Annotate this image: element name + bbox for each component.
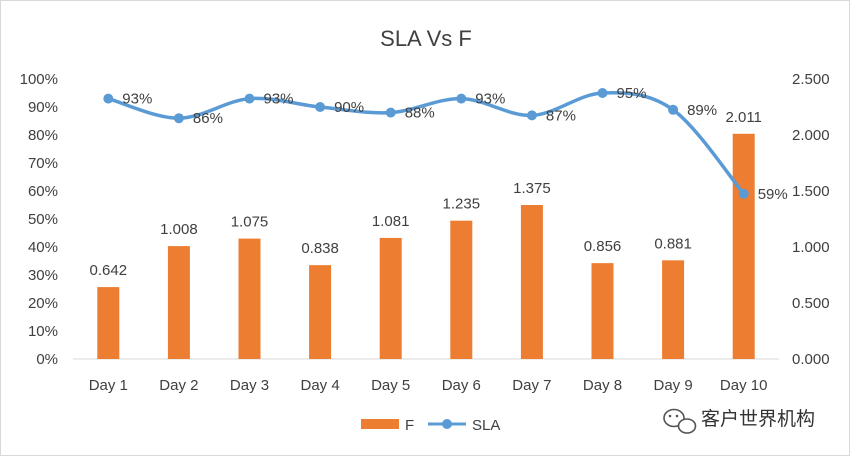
legend-label-sla: SLA: [472, 417, 500, 434]
y-left-tick-label: 60%: [28, 183, 58, 200]
bar-series-f: [97, 133, 755, 359]
bar-data-label: 0.881: [654, 235, 692, 252]
y-right-tick-label: 0.500: [792, 295, 830, 312]
sla-point: [173, 113, 184, 124]
y-left-tick-label: 20%: [28, 295, 58, 312]
sla-line-path: [107, 91, 746, 195]
line-data-labels: 93% 86% 93% 90% 88% 93% 87% 95% 89% 59%: [122, 85, 787, 203]
y-right-tick-label: 2.000: [792, 127, 830, 144]
bar-f: [591, 263, 614, 359]
sla-data-label: 88%: [405, 105, 435, 122]
sla-point: [315, 102, 326, 112]
bar-data-label: 0.642: [90, 262, 128, 279]
legend-label-f: F: [405, 417, 414, 434]
y-left-tick-label: 30%: [28, 267, 58, 284]
sla-point: [597, 88, 608, 98]
x-axis: Day 1 Day 2 Day 3 Day 4 Day 5 Day 6 Day 7 Day 8…: [89, 377, 768, 394]
legend-swatch-f: [361, 419, 399, 429]
legend: F SLA: [361, 417, 500, 434]
sla-point: [456, 93, 467, 104]
x-tick-label: Day 3: [230, 377, 269, 394]
wechat-icon: [663, 408, 697, 434]
x-tick-label: Day 4: [301, 377, 340, 394]
y-left-tick-label: 80%: [28, 127, 58, 144]
bar-f: [732, 133, 755, 359]
bar-data-label: 1.375: [513, 180, 551, 197]
x-tick-label: Day 2: [159, 377, 198, 394]
sla-data-label: 90%: [334, 99, 364, 116]
bar-data-label: 0.838: [301, 240, 339, 257]
bar-f: [450, 220, 473, 359]
sla-data-label: 87%: [546, 107, 576, 124]
sla-data-label: 93%: [475, 91, 505, 108]
watermark-text: 客户世界机构: [701, 408, 815, 430]
bar-data-label: 2.011: [725, 109, 761, 126]
y-right-tick-label: 2.500: [792, 71, 830, 88]
sla-data-label: 95%: [617, 85, 647, 102]
x-tick-label: Day 9: [654, 377, 693, 394]
bar-f: [309, 265, 332, 359]
y-left-tick-label: 40%: [28, 239, 58, 256]
y-left-tick-label: 10%: [28, 323, 58, 340]
legend-marker-sla: [442, 419, 452, 429]
x-tick-label: Day 8: [583, 377, 622, 394]
sla-data-label: 93%: [264, 91, 294, 108]
sla-point: [668, 104, 679, 115]
y-right-tick-label: 1.000: [792, 239, 830, 256]
sla-point: [738, 188, 749, 199]
y-right-tick-label: 0.000: [792, 351, 830, 368]
sla-point: [385, 107, 396, 118]
sla-data-label: 89%: [687, 102, 717, 119]
sla-point: [103, 93, 114, 104]
y-left-tick-label: 90%: [28, 99, 58, 116]
bar-data-label: 1.008: [160, 221, 198, 238]
bar-f: [662, 260, 685, 359]
y-left-tick-label: 70%: [28, 155, 58, 172]
bar-data-labels: 0.642 1.008 1.075 0.838 1.081 1.235 1.375 0.856…: [90, 109, 762, 279]
y-right-tick-label: 1.500: [792, 183, 830, 200]
sla-point: [526, 110, 537, 121]
bar-data-label: 0.856: [584, 238, 622, 255]
line-series-sla: [103, 88, 749, 199]
x-tick-label: Day 7: [512, 377, 551, 394]
sla-data-label: 86%: [193, 110, 223, 127]
watermark: 客户世界机构: [663, 408, 815, 434]
x-tick-label: Day 6: [442, 377, 481, 394]
bar-f: [520, 205, 543, 359]
bar-f: [167, 246, 190, 359]
y-left-tick-label: 0%: [36, 351, 58, 368]
sla-data-label: 59%: [758, 186, 788, 203]
sla-point: [244, 93, 255, 104]
x-tick-label: Day 10: [720, 377, 768, 394]
bar-data-label: 1.081: [372, 213, 410, 230]
bar-data-label: 1.075: [231, 214, 269, 231]
left-axis: 0% 10% 20% 30% 40% 50% 60% 70% 80% 90% 100%: [20, 71, 58, 368]
right-axis: 0.000 0.500 1.000 1.500 2.000 2.500: [792, 71, 830, 368]
bar-f: [379, 237, 402, 359]
bar-data-label: 1.235: [443, 196, 481, 213]
x-tick-label: Day 5: [371, 377, 410, 394]
bar-f: [238, 238, 261, 359]
x-tick-label: Day 1: [89, 377, 128, 394]
chart-title: SLA Vs F: [380, 26, 472, 51]
y-left-tick-label: 100%: [20, 71, 58, 88]
y-left-tick-label: 50%: [28, 211, 58, 228]
bar-f: [97, 287, 120, 359]
sla-data-label: 93%: [122, 91, 152, 108]
